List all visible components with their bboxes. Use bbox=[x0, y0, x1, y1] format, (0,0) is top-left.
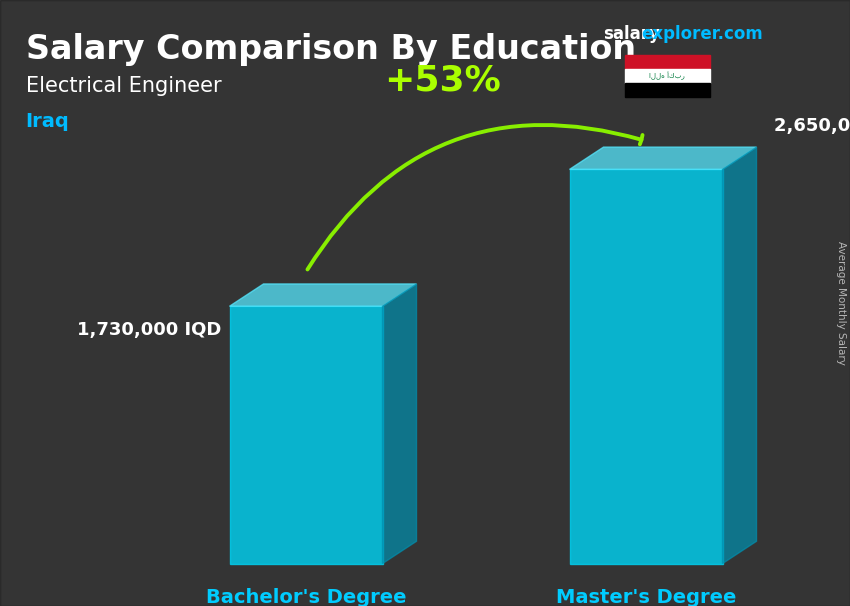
Text: Salary Comparison By Education: Salary Comparison By Education bbox=[26, 33, 636, 66]
Text: salary: salary bbox=[604, 25, 660, 44]
Text: 2,650,000 IQD: 2,650,000 IQD bbox=[774, 117, 850, 135]
Polygon shape bbox=[230, 284, 416, 306]
Polygon shape bbox=[570, 147, 756, 170]
Text: Electrical Engineer: Electrical Engineer bbox=[26, 76, 221, 96]
Polygon shape bbox=[570, 170, 722, 564]
Polygon shape bbox=[382, 284, 416, 564]
Text: Iraq: Iraq bbox=[26, 112, 69, 131]
Polygon shape bbox=[722, 147, 756, 564]
Text: الله أكبر: الله أكبر bbox=[649, 72, 685, 80]
Text: 1,730,000 IQD: 1,730,000 IQD bbox=[76, 322, 221, 339]
Text: Master's Degree: Master's Degree bbox=[556, 588, 736, 606]
Bar bbox=[625, 68, 710, 83]
Text: Average Monthly Salary: Average Monthly Salary bbox=[836, 241, 846, 365]
Bar bbox=[625, 83, 710, 97]
Bar bbox=[625, 55, 710, 68]
Text: +53%: +53% bbox=[383, 64, 501, 98]
Text: Bachelor's Degree: Bachelor's Degree bbox=[206, 588, 406, 606]
Text: explorer.com: explorer.com bbox=[642, 25, 763, 44]
Polygon shape bbox=[230, 306, 382, 564]
